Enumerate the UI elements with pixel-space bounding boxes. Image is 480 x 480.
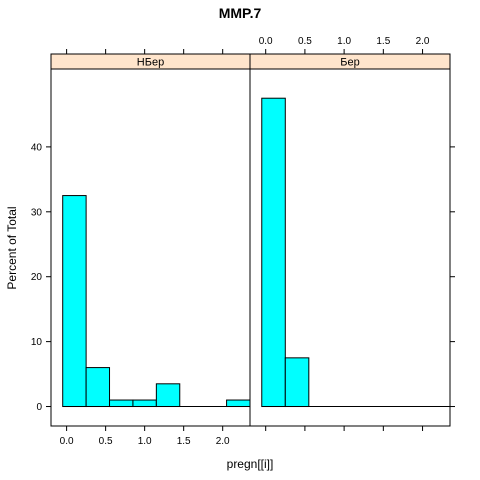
x-tick-label: 0.5 bbox=[99, 436, 113, 447]
panel-strip-label-1: НБер bbox=[137, 57, 164, 69]
x-tick-label: 1.0 bbox=[138, 436, 152, 447]
histogram-bar bbox=[284, 357, 310, 408]
y-tick-label: 10 bbox=[31, 337, 43, 348]
x-tick-label: 0.0 bbox=[259, 36, 273, 47]
x-tick-label: 2.0 bbox=[416, 36, 430, 47]
histogram-bar bbox=[85, 367, 111, 408]
histogram-bar bbox=[226, 399, 251, 408]
histogram-bar bbox=[261, 97, 286, 408]
panel-border-2 bbox=[249, 68, 451, 427]
x-tick-label: 0.0 bbox=[60, 436, 74, 447]
y-tick-label: 0 bbox=[36, 402, 42, 413]
x-tick-label: 2.0 bbox=[216, 436, 230, 447]
plot-area: НБер 0.0 0.5 1.0 1.5 2.0 Бер 0.0 0.5 1.0 1.5 2.0 0 10… bbox=[31, 36, 455, 447]
x-tick-label: 1.5 bbox=[177, 436, 191, 447]
y-tick-label: 40 bbox=[31, 142, 43, 153]
panel-strip-label-2: Бер bbox=[340, 57, 359, 69]
histogram-bar bbox=[155, 383, 181, 408]
histogram-bar bbox=[109, 399, 134, 408]
x-tick-label: 0.5 bbox=[298, 36, 312, 47]
x-tick-label: 1.0 bbox=[337, 36, 351, 47]
y-tick-label: 30 bbox=[31, 207, 43, 218]
histogram-bar bbox=[132, 399, 157, 408]
histogram-bar bbox=[62, 195, 87, 408]
y-axis-label: Percent of Total bbox=[5, 206, 19, 289]
x-axis-label: pregn[[i]] bbox=[227, 457, 274, 471]
y-tick-label: 20 bbox=[31, 272, 43, 283]
x-tick-label: 1.5 bbox=[376, 36, 390, 47]
chart-title: MMP.7 bbox=[219, 5, 262, 21]
